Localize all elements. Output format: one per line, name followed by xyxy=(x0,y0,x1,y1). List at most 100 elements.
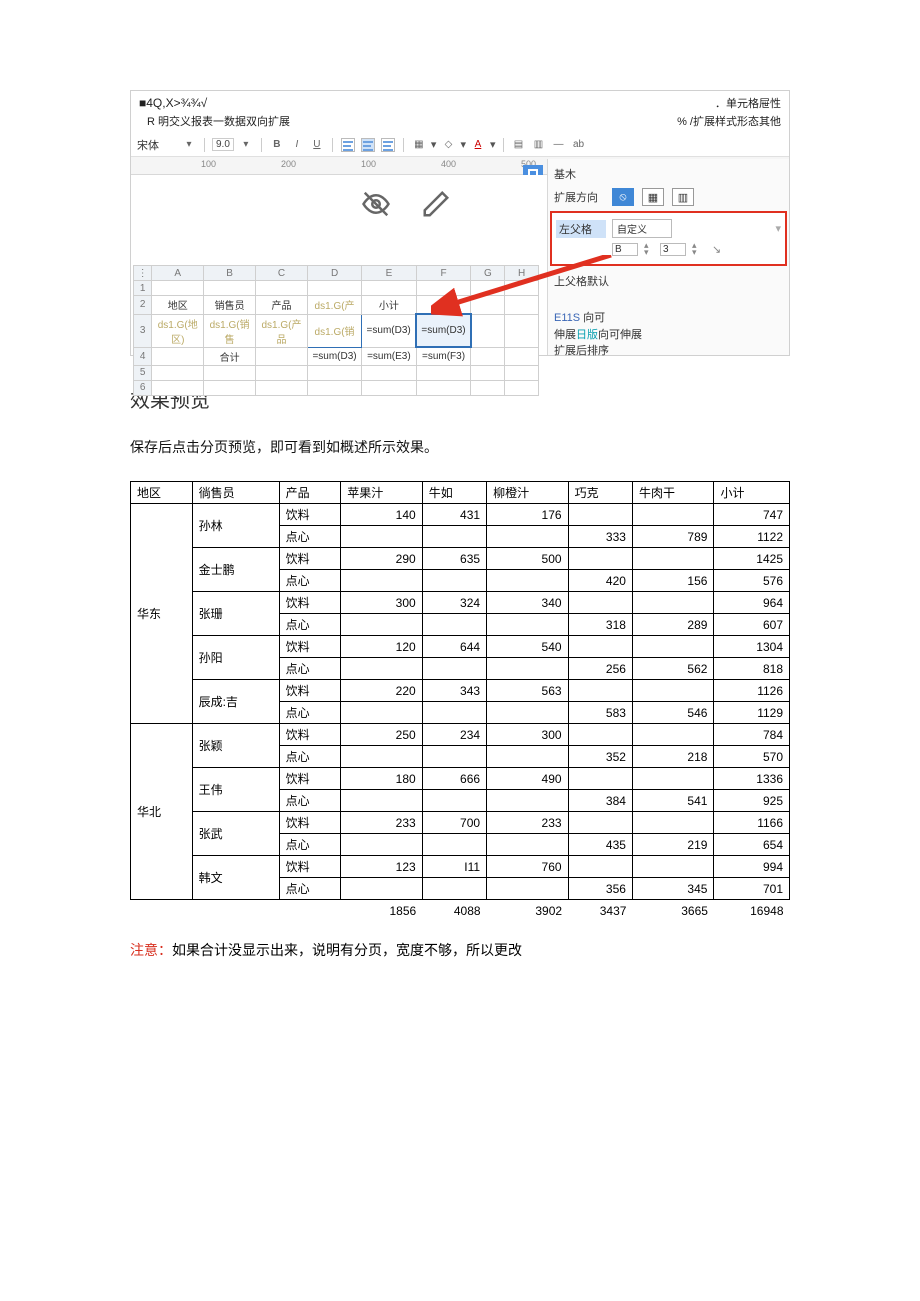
row-header[interactable]: 1 xyxy=(134,281,152,296)
split-button[interactable]: ▥ xyxy=(531,137,547,153)
text-button[interactable]: ab xyxy=(571,137,587,153)
expand-vertical-button[interactable]: ▦ xyxy=(642,188,664,206)
table-row: 华北张颖饮料250234300784 xyxy=(131,724,790,746)
font-color-button[interactable]: A xyxy=(470,137,486,153)
grid-cell[interactable]: 合计 xyxy=(416,296,471,315)
underline-button[interactable]: U xyxy=(309,137,325,153)
col-spinner-icon[interactable]: ▴▾ xyxy=(644,242,654,256)
grid-cell[interactable]: 销售员 xyxy=(204,296,256,315)
value-cell: 818 xyxy=(714,658,790,680)
col-header[interactable]: A xyxy=(152,266,204,281)
designer-topbar-left: ■4Q,X>¾¾√ xyxy=(139,96,207,110)
value-cell xyxy=(632,504,714,526)
expand-none-button[interactable]: ⦸ xyxy=(612,188,634,206)
value-cell: 583 xyxy=(568,702,632,724)
left-parent-mode-select[interactable]: 自定义 xyxy=(612,219,672,238)
bold-button[interactable]: B xyxy=(269,137,285,153)
grid-cell[interactable]: 合计 xyxy=(204,347,256,365)
value-cell xyxy=(341,570,423,592)
grid-cell[interactable]: =sum(F3) xyxy=(416,347,471,365)
value-cell xyxy=(341,746,423,768)
value-cell: 300 xyxy=(487,724,569,746)
value-cell: 1166 xyxy=(714,812,790,834)
table-row: 孙阳饮料1206445401304 xyxy=(131,636,790,658)
product-cell: 点心 xyxy=(279,570,341,592)
col-header[interactable]: H xyxy=(505,266,539,281)
border-button[interactable]: ▦ xyxy=(411,137,427,153)
grid-cell[interactable]: 地区 xyxy=(152,296,204,315)
value-cell: 760 xyxy=(487,856,569,878)
value-cell: 384 xyxy=(568,790,632,812)
value-cell: 1126 xyxy=(714,680,790,702)
merge-button[interactable]: ▤ xyxy=(511,137,527,153)
value-cell: 1425 xyxy=(714,548,790,570)
table-row: 王伟饮料1806664901336 xyxy=(131,768,790,790)
designer-grid[interactable]: ⋮ A B C D E F G H 1 2 地区 销售员 产品 ds1.G(产 … xyxy=(133,265,539,396)
left-parent-col-input[interactable]: B xyxy=(612,243,638,256)
value-cell xyxy=(487,834,569,856)
value-cell xyxy=(487,746,569,768)
col-header[interactable]: E xyxy=(362,266,416,281)
value-cell: 540 xyxy=(487,636,569,658)
value-cell: 333 xyxy=(568,526,632,548)
row-header[interactable]: 4 xyxy=(134,347,152,365)
value-cell xyxy=(487,614,569,636)
fill-color-button[interactable]: ◇ xyxy=(440,137,456,153)
value-cell xyxy=(341,878,423,900)
grid-cell[interactable]: ds1.G(产品 xyxy=(256,314,308,347)
totals-row: 1856408839023437366516948 xyxy=(131,900,790,923)
value-cell: 234 xyxy=(422,724,486,746)
grid-cell[interactable]: =sum(D3) xyxy=(307,347,361,365)
grid-cell[interactable]: =sum(E3) xyxy=(362,347,416,365)
font-name-select[interactable]: 宋体 xyxy=(137,137,177,153)
col-header[interactable]: G xyxy=(471,266,505,281)
value-cell xyxy=(341,658,423,680)
table-column-header: 苹果汁 xyxy=(341,482,423,504)
total-cell: 1856 xyxy=(341,900,423,923)
font-size-dropdown-icon[interactable]: ▾ xyxy=(238,137,254,153)
grid-cell[interactable]: ds1.G(产 xyxy=(307,296,361,315)
preview-result-table: 地区徜售员产品苹果汁牛如柳橙汁巧克牛肉干小计 华东孙林饮料14043117674… xyxy=(130,481,790,922)
row-spinner-icon[interactable]: ▴▾ xyxy=(692,242,702,256)
value-cell xyxy=(632,812,714,834)
row-header[interactable]: 6 xyxy=(134,380,152,395)
expand-horizontal-button[interactable]: ▥ xyxy=(672,188,694,206)
col-header[interactable]: D xyxy=(307,266,361,281)
value-cell xyxy=(568,724,632,746)
italic-button[interactable]: I xyxy=(289,137,305,153)
clear-button[interactable]: — xyxy=(551,137,567,153)
col-header[interactable]: F xyxy=(416,266,471,281)
value-cell xyxy=(632,592,714,614)
left-parent-row-input[interactable]: 3 xyxy=(660,243,686,256)
grid-cell[interactable]: =sum(D3) xyxy=(362,314,416,347)
col-header[interactable]: B xyxy=(204,266,256,281)
grid-cell[interactable]: 小计 xyxy=(362,296,416,315)
font-name-dropdown-icon[interactable]: ▾ xyxy=(181,137,197,153)
salesperson-cell: 孙林 xyxy=(192,504,279,548)
grid-cell-selected[interactable]: =sum(D3) xyxy=(416,314,471,347)
value-cell xyxy=(341,526,423,548)
font-size-select[interactable]: 9.0 xyxy=(212,138,234,151)
value-cell: 140 xyxy=(341,504,423,526)
total-cell: 3437 xyxy=(568,900,632,923)
value-cell: 994 xyxy=(714,856,790,878)
designer-subbar-left: R 明交义报表一数据双向扩展 xyxy=(147,113,290,129)
grid-cell[interactable]: ds1.G(销售 xyxy=(204,314,256,347)
grid-cell[interactable]: ds1.G(销 xyxy=(307,314,361,347)
col-header[interactable]: C xyxy=(256,266,308,281)
align-left-button[interactable] xyxy=(340,137,356,153)
row-header[interactable]: 2 xyxy=(134,296,152,315)
grid-cell[interactable]: ds1.G(地区) xyxy=(152,314,204,347)
value-cell xyxy=(341,834,423,856)
row-header[interactable]: 3 xyxy=(134,314,152,347)
grid-cell[interactable]: 产品 xyxy=(256,296,308,315)
value-cell xyxy=(487,526,569,548)
align-center-button[interactable] xyxy=(360,137,376,153)
align-right-button[interactable] xyxy=(380,137,396,153)
row-header[interactable]: 5 xyxy=(134,365,152,380)
table-column-header: 小计 xyxy=(714,482,790,504)
value-cell xyxy=(632,636,714,658)
product-cell: 饮料 xyxy=(279,548,341,570)
value-cell: 490 xyxy=(487,768,569,790)
value-cell: 318 xyxy=(568,614,632,636)
